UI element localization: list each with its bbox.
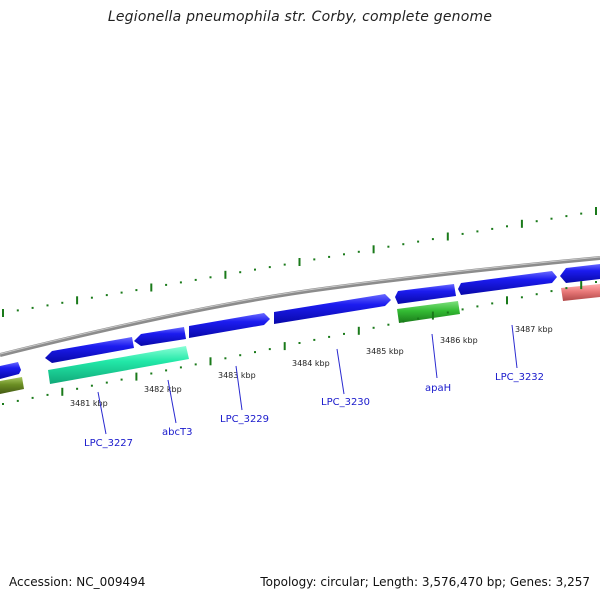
genome-summary-text: Topology: circular; Length: 3,576,470 bp… — [260, 575, 590, 589]
position-label: 3482 kbp — [144, 385, 182, 394]
feature-bar-pink[interactable] — [561, 284, 600, 301]
feature-bar-green[interactable] — [397, 301, 460, 323]
inner-tick-ring — [2, 281, 597, 405]
gene-labels: LPC_3227 abcT3 LPC_3229 LPC_3230 apaH LP… — [84, 372, 544, 449]
forward-strand-genes — [0, 264, 600, 379]
position-label: 3486 kbp — [440, 336, 478, 345]
genome-title: Legionella pneumophila str. Corby, compl… — [107, 9, 493, 25]
gene-label-connectors — [97, 324, 518, 435]
gene-arrow-lpc-3232[interactable] — [458, 271, 557, 295]
gene-label-abct3[interactable]: abcT3 — [162, 427, 192, 438]
genome-backbone — [0, 256, 600, 357]
position-label: 3487 kbp — [515, 325, 553, 334]
gene-label-lpc-3227[interactable]: LPC_3227 — [84, 438, 133, 449]
gene-arrow-right-edge[interactable] — [560, 264, 600, 283]
gene-label-lpc-3229[interactable]: LPC_3229 — [220, 414, 269, 425]
genome-backbone-highlight — [0, 256, 600, 355]
gene-label-apah[interactable]: apaH — [425, 383, 451, 394]
position-label: 3481 kbp — [70, 399, 108, 408]
gene-arrow[interactable] — [0, 362, 21, 379]
outer-tick-ring — [2, 207, 597, 317]
feature-track — [0, 284, 600, 394]
accession-text: Accession: NC_009494 — [9, 575, 146, 589]
gene-label-lpc-3230[interactable]: LPC_3230 — [321, 397, 370, 408]
feature-bar-olive[interactable] — [0, 377, 24, 394]
gene-arrow-abct3[interactable] — [134, 327, 186, 346]
gene-arrow-apah[interactable] — [395, 284, 456, 304]
gene-arrow-lpc-3230[interactable] — [274, 294, 391, 324]
feature-bar-cyan[interactable] — [48, 346, 189, 384]
gene-arrow-lpc-3229[interactable] — [189, 313, 270, 338]
position-label: 3485 kbp — [366, 347, 404, 356]
gene-label-lpc-3232[interactable]: LPC_3232 — [495, 372, 544, 383]
position-label: 3484 kbp — [292, 359, 330, 368]
gene-arrow-lpc-3227[interactable] — [45, 337, 134, 363]
